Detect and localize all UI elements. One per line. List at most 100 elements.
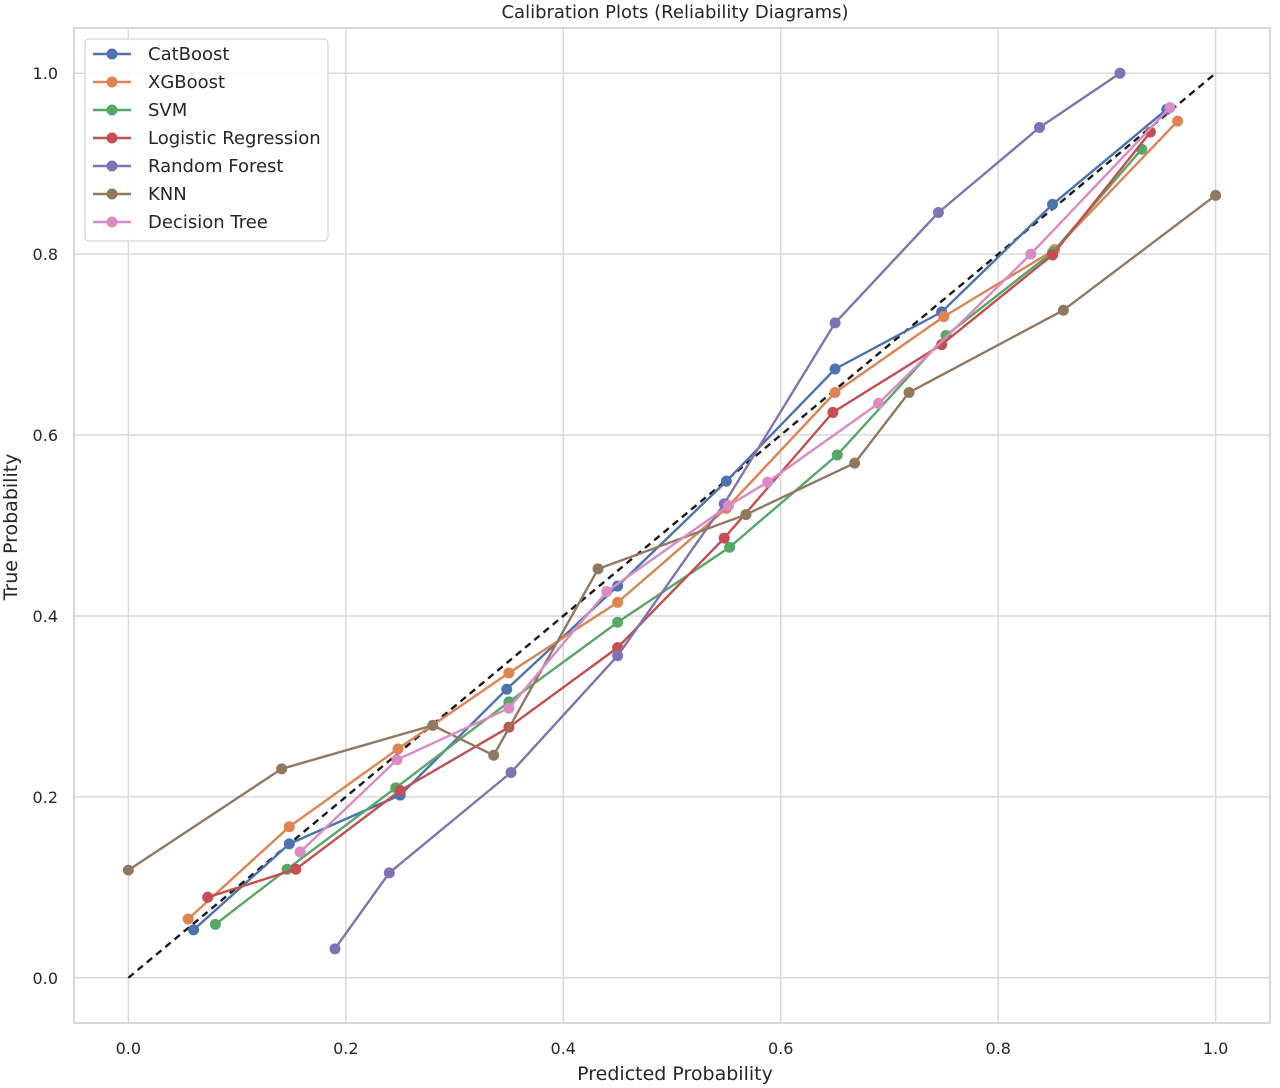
data-point [601,586,613,598]
data-point [1033,122,1045,133]
legend: CatBoost XGBoost SVM Logistic Regression Ran… [84,38,329,242]
data-point [829,387,841,399]
x-tick-label: 1.0 [1203,1039,1228,1058]
y-axis-label: True Probability [0,454,22,602]
data-point [122,864,134,876]
data-point [394,785,406,797]
data-point [827,406,839,418]
data-point [724,541,736,553]
data-point [718,532,730,544]
data-point [612,650,624,662]
y-tick-label: 1.0 [33,64,58,83]
legend-label: SVM [148,100,187,121]
data-point [720,475,732,487]
data-point [1144,126,1156,138]
legend-item: Random Forest [93,156,283,177]
data-point [501,683,513,695]
legend-swatch-marker [106,48,118,60]
data-point [503,702,515,714]
legend-swatch-marker [106,160,118,172]
data-point [427,719,439,731]
data-point [290,863,302,875]
y-tick-label: 0.2 [33,788,58,807]
data-point [503,667,515,679]
data-point [294,846,306,858]
data-point [612,616,624,628]
data-point [873,397,885,409]
series-layer [122,67,1222,955]
series-line [187,120,1179,920]
x-tick-label: 0.6 [768,1039,793,1058]
data-point [1057,304,1069,316]
data-point [1025,248,1037,260]
legend-label: KNN [148,184,187,205]
data-point [829,363,841,375]
y-tick-labels: 0.0 0.2 0.4 0.6 0.8 1.0 [33,64,58,988]
data-point [1172,115,1184,127]
series-line [127,194,1217,872]
legend-swatch-marker [106,188,118,200]
data-point [391,754,403,766]
legend-label: Decision Tree [148,212,268,233]
legend-item: XGBoost [93,72,225,93]
data-point [383,867,395,879]
legend-label: XGBoost [148,72,225,93]
legend-swatch-marker [106,216,118,228]
data-point [505,766,517,778]
y-tick-label: 0.6 [33,426,58,445]
series-knn [122,189,1222,876]
x-axis-label: Predicted Probability [577,1063,773,1085]
series-decision-tree [294,102,1176,858]
legend-item: Logistic Regression [93,128,321,149]
legend-label: Logistic Regression [148,128,321,149]
data-point [209,918,221,930]
data-point [283,838,295,850]
series-line [214,148,1143,926]
data-point [592,563,604,575]
legend-item: SVM [93,100,187,121]
y-tick-label: 0.4 [33,607,58,626]
y-tick-label: 0.8 [33,245,58,264]
legend-swatch-marker [106,132,118,144]
legend-swatch-marker [106,104,118,116]
legend-item: KNN [93,184,187,205]
data-point [276,763,288,775]
data-point [283,821,295,833]
data-point [723,500,735,512]
series-line [192,108,1168,931]
data-point [202,891,214,903]
data-point [488,749,500,761]
chart-title: Calibration Plots (Reliability Diagrams) [501,2,848,23]
data-point [938,311,950,323]
legend-label: CatBoost [148,44,229,65]
data-point [932,207,944,219]
data-point [849,457,861,469]
data-point [1164,102,1176,114]
data-point [392,743,404,755]
data-point [612,596,624,608]
data-point [829,317,841,329]
x-tick-label: 0.4 [551,1039,576,1058]
legend-item: Decision Tree [93,212,268,233]
series-xgboost [182,115,1184,925]
data-point [1210,189,1222,201]
series-line [207,131,1152,899]
x-tick-label: 0.0 [116,1039,141,1058]
data-point [1047,198,1059,210]
series-logistic-regression [202,126,1156,903]
reference-line-group [127,72,1217,979]
data-point [1047,249,1059,261]
data-point [831,449,843,461]
x-tick-label: 0.2 [333,1039,358,1058]
perfect-calibration-line [127,72,1217,979]
data-point [762,476,774,488]
x-tick-label: 0.8 [985,1039,1010,1058]
data-point [936,339,948,351]
x-tick-labels: 0.0 0.2 0.4 0.6 0.8 1.0 [116,1039,1229,1058]
data-point [903,387,915,399]
legend-box [84,38,329,242]
data-point [1114,67,1126,79]
data-point [182,913,194,925]
legend-swatch-marker [106,76,118,88]
